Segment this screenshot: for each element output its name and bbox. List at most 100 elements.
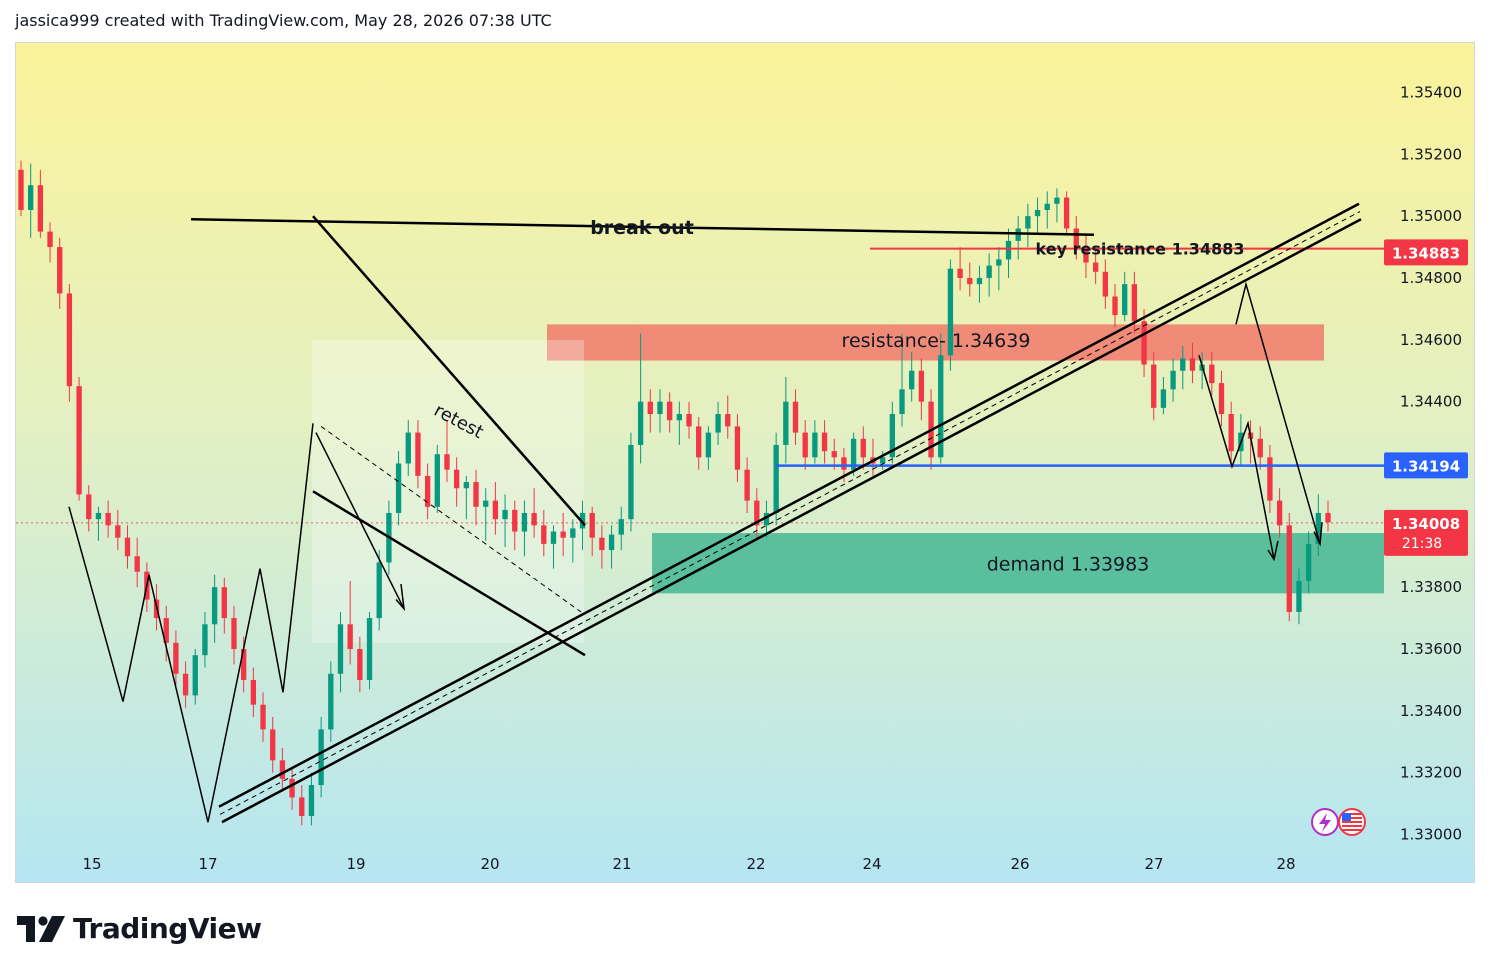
candle-body <box>1276 500 1283 526</box>
candle <box>754 488 760 538</box>
candle <box>202 611 208 668</box>
candle <box>1160 376 1167 415</box>
price-tick-label: 1.33400 <box>1400 702 1462 720</box>
candle-body <box>1092 262 1099 272</box>
candle <box>1267 444 1273 513</box>
candle-body <box>705 432 712 458</box>
candle-body <box>163 618 169 643</box>
candle <box>1063 191 1070 235</box>
price-badge: 1.34194 <box>1384 452 1468 479</box>
candle-body <box>1073 228 1079 248</box>
candle <box>76 376 82 501</box>
price-tick-label: 1.35200 <box>1400 145 1462 163</box>
candle-body <box>1083 247 1089 263</box>
candle-body <box>1015 228 1021 241</box>
candle <box>821 420 828 464</box>
candle <box>618 506 624 551</box>
candle <box>1218 370 1225 427</box>
flag-stripe <box>1342 821 1362 823</box>
candle-body <box>725 414 731 427</box>
tradingview-logo[interactable]: TradingView <box>17 912 262 945</box>
candle <box>328 661 334 742</box>
candle <box>744 457 750 513</box>
chart-panel[interactable]: resistance- 1.34639 demand 1.33983 key res… <box>15 42 1475 883</box>
candle <box>608 525 615 569</box>
candle <box>696 417 702 470</box>
candle <box>347 580 353 665</box>
candle-body <box>1025 216 1031 229</box>
candle-body <box>415 432 421 476</box>
candle <box>860 426 866 470</box>
candle-body <box>676 414 683 421</box>
candle <box>812 420 818 464</box>
time-tick-label: 28 <box>1276 855 1295 873</box>
time-tick-label: 19 <box>346 855 365 873</box>
price-chart[interactable]: resistance- 1.34639 demand 1.33983 key res… <box>16 43 1475 883</box>
candle <box>531 488 537 538</box>
drop-projection-arrow <box>1198 355 1275 560</box>
candle <box>37 169 44 238</box>
time-tick-label: 26 <box>1010 855 1029 873</box>
candle-body <box>773 444 779 513</box>
candle-body <box>986 265 992 278</box>
candle-body <box>918 370 925 402</box>
candle-body <box>134 556 140 572</box>
candle-body <box>221 587 227 619</box>
candle <box>763 500 770 538</box>
candle-body <box>86 494 92 520</box>
candle-body <box>1286 525 1292 612</box>
candle <box>1092 247 1099 285</box>
candle-body <box>1122 284 1128 316</box>
candle <box>1044 191 1050 229</box>
candle <box>250 667 257 718</box>
rising-channel-lower <box>221 218 1362 824</box>
candle-body <box>821 432 828 452</box>
candle-body <box>783 401 789 445</box>
candle <box>1305 531 1312 594</box>
candle <box>986 253 992 297</box>
retest-channel-highlight <box>312 339 584 643</box>
candle-body <box>202 624 208 656</box>
candle-body <box>454 469 460 489</box>
resistance-zone-label: resistance- 1.34639 <box>842 330 1031 352</box>
breakout-line <box>190 217 1095 236</box>
candle <box>270 717 276 773</box>
candle <box>86 485 92 532</box>
candle-body <box>1063 197 1070 229</box>
price-tick-label: 1.33800 <box>1400 578 1462 596</box>
candle <box>492 482 499 535</box>
rising-channel-midline <box>219 211 1361 815</box>
resistance-zone <box>547 324 1324 361</box>
candle <box>550 525 557 569</box>
candle <box>657 389 663 433</box>
candle <box>434 444 440 513</box>
candle <box>28 163 34 238</box>
candle-body <box>1296 580 1302 612</box>
candle <box>560 512 566 557</box>
candle-body <box>812 432 818 458</box>
time-tick-label: 15 <box>82 855 101 873</box>
candle <box>173 630 179 687</box>
candle-body <box>850 438 857 470</box>
price-tick-label: 1.33000 <box>1400 826 1462 844</box>
price-badge-bg <box>1384 452 1468 479</box>
candle <box>47 222 53 263</box>
candle-body <box>434 454 440 507</box>
candle-body <box>105 512 111 526</box>
candle <box>1025 203 1031 248</box>
candle-body <box>328 673 334 730</box>
candle <box>676 401 683 445</box>
candle-body <box>260 704 266 730</box>
candle-body <box>628 444 634 520</box>
price-tick-label: 1.34800 <box>1400 269 1462 287</box>
candle <box>289 766 295 810</box>
candle <box>221 577 227 634</box>
candle-body <box>1141 321 1147 365</box>
candle <box>1102 259 1108 309</box>
candle <box>483 488 489 541</box>
candle <box>124 525 131 569</box>
price-tick-label: 1.33600 <box>1400 640 1462 658</box>
candle-body <box>1034 209 1041 217</box>
candle <box>366 611 373 690</box>
candle <box>666 392 673 433</box>
